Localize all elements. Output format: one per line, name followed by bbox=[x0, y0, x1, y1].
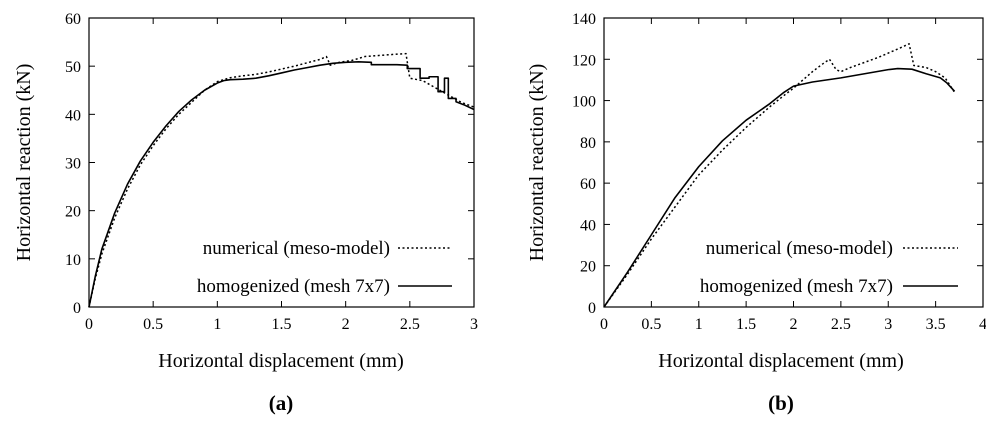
plot-frame bbox=[603, 17, 984, 308]
x-tick-label: 2.5 bbox=[400, 316, 420, 333]
x-tick-label: 4 bbox=[979, 316, 986, 333]
y-axis-label: Horizontal reaction (kN) bbox=[13, 64, 35, 262]
y-tick-label: 140 bbox=[572, 11, 596, 28]
y-tick-label: 120 bbox=[572, 52, 596, 69]
x-tick-label: 3 bbox=[884, 316, 892, 333]
y-tick-label: 60 bbox=[65, 11, 81, 28]
series-line-numerical bbox=[603, 43, 956, 308]
panel-caption: (b) bbox=[768, 391, 794, 415]
y-tick-label: 40 bbox=[580, 217, 596, 234]
x-tick-label: 2.5 bbox=[831, 316, 851, 333]
series-line-numerical bbox=[88, 52, 475, 308]
x-tick-label: 0 bbox=[600, 316, 608, 333]
y-tick-label: 20 bbox=[580, 259, 596, 276]
x-tick-label: 2 bbox=[342, 316, 350, 333]
legend-label: numerical (meso-model) bbox=[203, 238, 390, 259]
panel-caption: (a) bbox=[269, 391, 294, 415]
x-tick-label: 0.5 bbox=[143, 316, 163, 333]
y-tick-label: 0 bbox=[588, 300, 596, 317]
plot-frame bbox=[88, 17, 475, 308]
legend-label: numerical (meso-model) bbox=[706, 238, 893, 259]
legend-label: homogenized (mesh 7x7) bbox=[197, 276, 390, 297]
x-tick-label: 1 bbox=[213, 316, 221, 333]
y-tick-label: 100 bbox=[572, 94, 596, 111]
y-tick-label: 30 bbox=[65, 156, 81, 173]
chart-b: 0 0.5 1 1.5 2 2.5 3 3.5 4020406080100120140numer… bbox=[526, 11, 986, 415]
legend-label: homogenized (mesh 7x7) bbox=[700, 276, 893, 297]
y-tick-label: 50 bbox=[65, 59, 81, 76]
y-tick-label: 60 bbox=[580, 176, 596, 193]
y-tick-label: 10 bbox=[65, 252, 81, 269]
x-tick-label: 3.5 bbox=[926, 316, 946, 333]
x-tick-label: 0.5 bbox=[641, 316, 661, 333]
y-tick-label: 0 bbox=[73, 300, 81, 317]
x-tick-label: 2 bbox=[790, 316, 798, 333]
x-tick-label: 3 bbox=[470, 316, 478, 333]
x-axis-label: Horizontal displacement (mm) bbox=[158, 350, 403, 372]
y-axis-label: Horizontal reaction (kN) bbox=[526, 64, 548, 262]
y-tick-label: 20 bbox=[65, 204, 81, 221]
x-tick-label: 1.5 bbox=[736, 316, 756, 333]
x-tick-label: 1 bbox=[695, 316, 703, 333]
x-tick-label: 1.5 bbox=[272, 316, 292, 333]
series-line-homogenized bbox=[603, 67, 956, 308]
y-tick-label: 80 bbox=[580, 135, 596, 152]
series-line-homogenized bbox=[88, 61, 475, 308]
y-tick-label: 40 bbox=[65, 107, 81, 124]
x-axis-label: Horizontal displacement (mm) bbox=[658, 350, 903, 372]
x-tick-label: 0 bbox=[85, 316, 93, 333]
